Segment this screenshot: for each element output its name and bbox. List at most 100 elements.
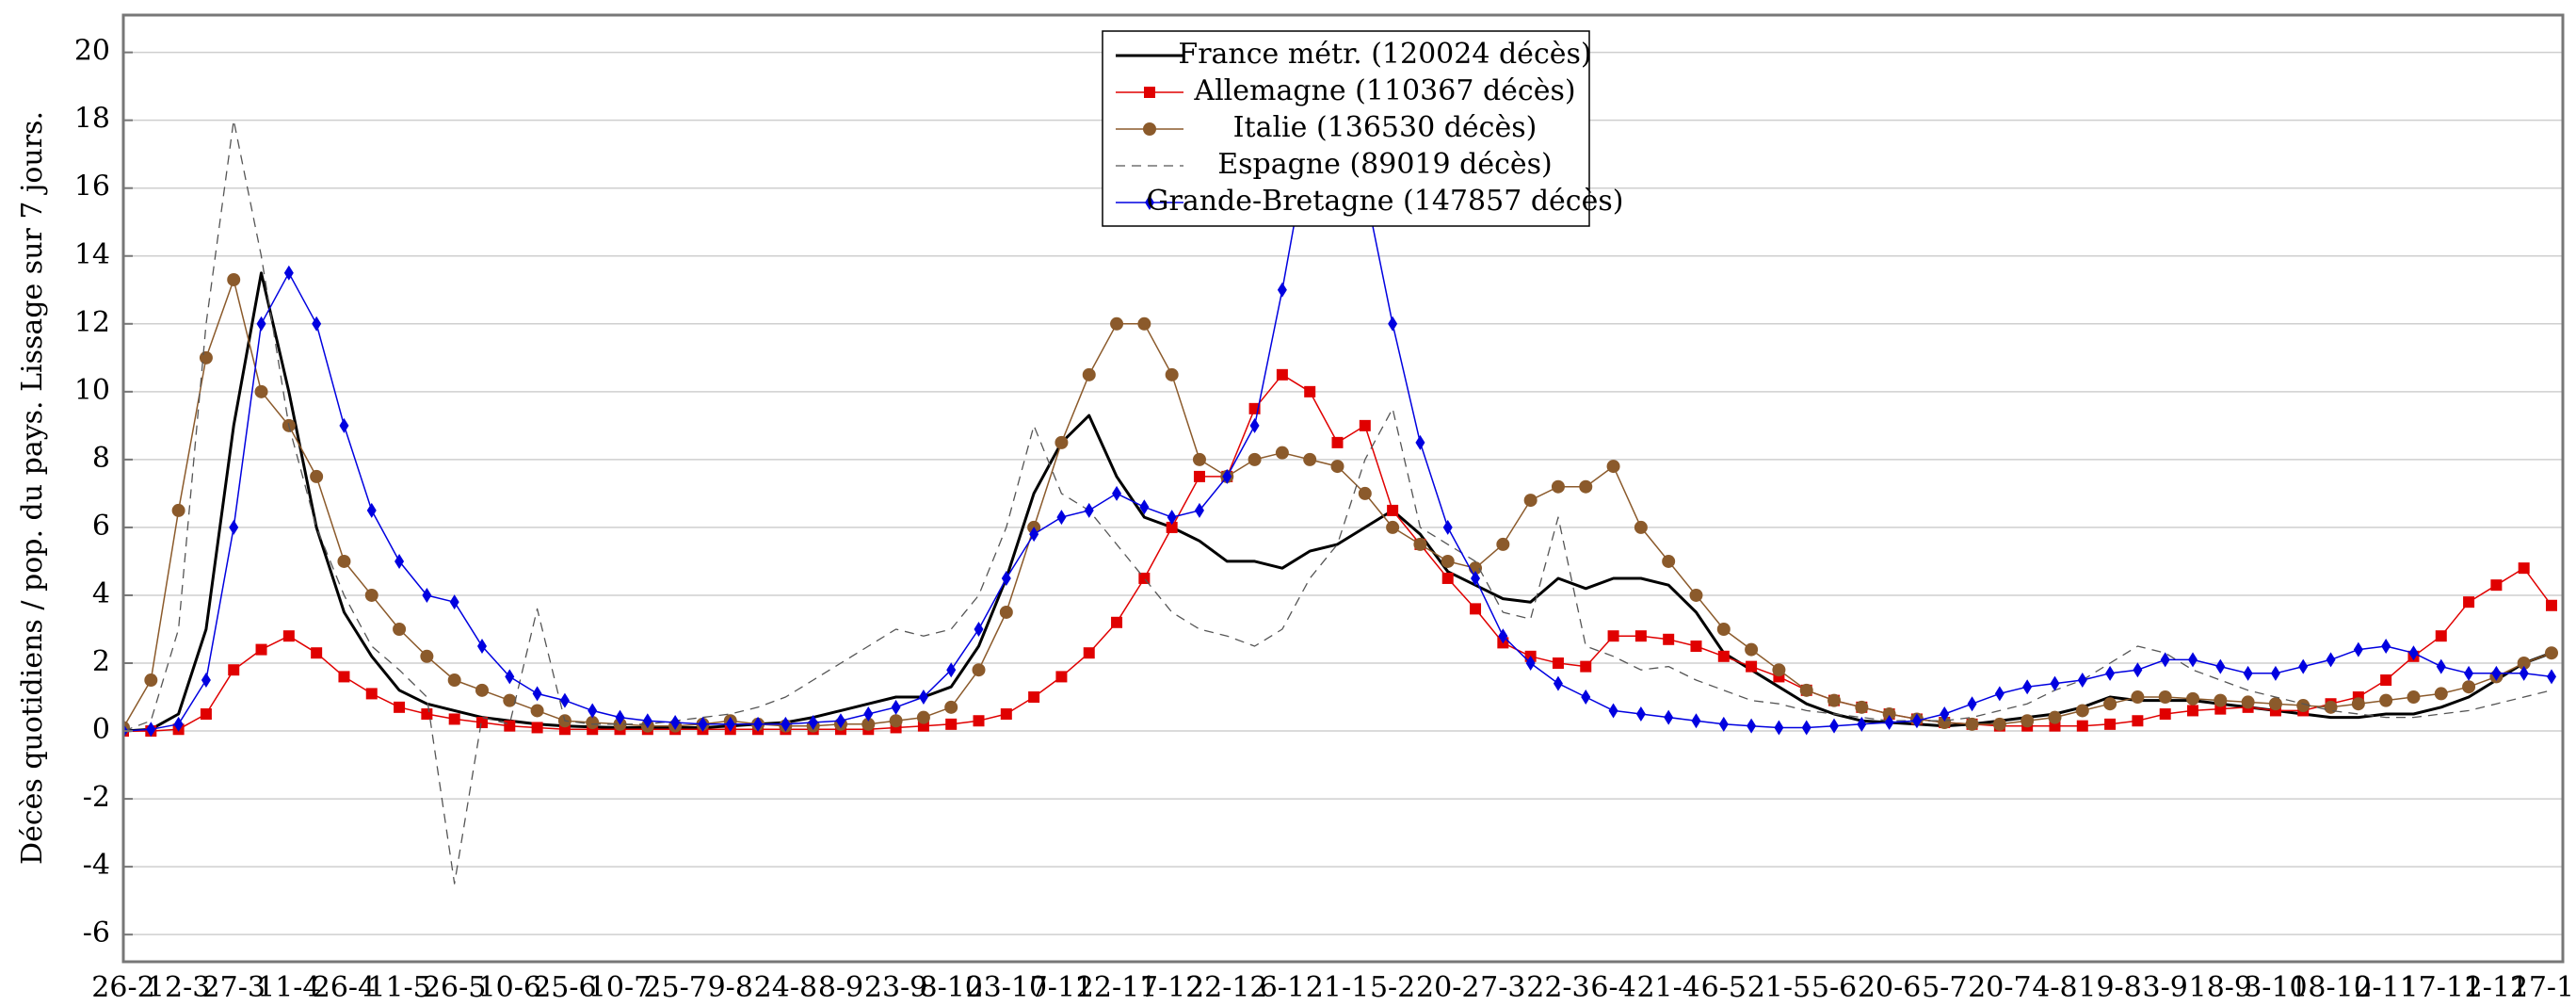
marker (753, 716, 764, 732)
marker (1498, 628, 1508, 644)
marker (1523, 494, 1538, 508)
marker (781, 716, 791, 732)
legend-label: Grande-Bretagne (147857 décès) (1147, 185, 1624, 218)
marker (532, 686, 542, 702)
marker (1664, 709, 1674, 725)
marker (2351, 697, 2365, 711)
marker (1029, 527, 1039, 543)
x-tick-label: 24-8 (754, 971, 817, 1002)
marker (945, 718, 958, 730)
marker (2519, 665, 2529, 681)
x-tick-label: 11-5 (367, 971, 430, 1002)
marker (1248, 452, 1262, 466)
marker (2298, 658, 2309, 674)
legend-label: Allemagne (110367 décès) (1193, 74, 1575, 107)
marker (2022, 679, 2033, 695)
marker (2407, 690, 2421, 705)
marker (586, 716, 600, 730)
marker (2243, 665, 2253, 681)
marker (144, 673, 158, 688)
marker (1055, 671, 1068, 683)
marker (1249, 417, 1260, 433)
marker (1799, 683, 1813, 697)
marker (1193, 470, 1205, 482)
marker (1112, 485, 1122, 501)
marker (1083, 647, 1095, 659)
marker (1441, 554, 1455, 568)
y-tick-label: 4 (92, 577, 110, 610)
marker (2491, 665, 2502, 681)
marker (1882, 707, 1896, 722)
marker (393, 622, 407, 636)
marker (530, 704, 544, 718)
marker (1111, 616, 1123, 628)
marker (1607, 630, 1619, 642)
marker (1525, 656, 1536, 672)
marker (1581, 690, 1591, 706)
x-tick-label: 4-8 (2032, 971, 2077, 1002)
x-tick-label: 22-3 (1526, 971, 1589, 1002)
marker (2434, 687, 2448, 701)
marker (1359, 419, 1371, 431)
marker (2077, 673, 2087, 689)
marker (1144, 87, 1155, 98)
marker (1579, 479, 1593, 494)
marker (1662, 554, 1676, 568)
x-tick-label: 26-5 (423, 971, 486, 1002)
y-axis-label: Décès quotidiens / pop. du pays. Lissage… (16, 111, 49, 865)
x-tick-label: 10-6 (478, 971, 541, 1002)
marker (1994, 686, 2004, 702)
x-tick-label: 7-12 (1140, 971, 1203, 1002)
marker (1716, 622, 1731, 636)
x-tick-label: 6-1 (1260, 971, 1305, 1002)
plot-frame (121, 13, 2565, 964)
marker (146, 722, 156, 738)
marker (1827, 693, 1842, 707)
marker (2186, 691, 2200, 706)
marker (2050, 675, 2060, 691)
marker (1055, 435, 1069, 449)
marker (338, 671, 350, 683)
marker (1635, 706, 1646, 722)
y-tick-label: 20 (74, 35, 110, 68)
marker (201, 673, 211, 689)
marker (698, 716, 708, 732)
marker (1772, 663, 1786, 677)
marker (1938, 716, 1952, 730)
marker (531, 722, 543, 734)
marker (1056, 510, 1067, 526)
marker (1580, 660, 1592, 673)
legend-box (1102, 30, 1590, 227)
y-tick-label: -2 (83, 781, 110, 814)
marker (835, 713, 845, 729)
marker (449, 594, 459, 610)
marker (171, 503, 185, 517)
series-line (123, 271, 2552, 733)
x-tick-label: 3-9 (2143, 971, 2188, 1002)
y-tick-label: 10 (74, 374, 110, 407)
x-tick-label: 21-4 (1636, 971, 1699, 1002)
x-tick-label: 2-11 (2354, 971, 2417, 1002)
marker (615, 709, 625, 725)
marker (1028, 691, 1040, 704)
marker (973, 715, 985, 727)
marker (2075, 704, 2089, 718)
marker (1717, 650, 1730, 662)
x-tick-label: 17-12 (2511, 971, 2576, 1002)
marker (1303, 452, 1317, 466)
marker (2463, 596, 2475, 608)
marker (999, 605, 1013, 619)
marker (365, 688, 378, 700)
y-tick-label: 14 (74, 238, 110, 271)
marker (891, 699, 901, 715)
marker (2048, 710, 2062, 724)
marker (2490, 579, 2503, 592)
marker (2518, 562, 2530, 575)
marker (918, 690, 928, 706)
x-tick-label: 17-11 (2401, 971, 2482, 1002)
marker (1992, 717, 2006, 731)
marker (254, 384, 268, 398)
x-tick-label: 9-8 (708, 971, 753, 1002)
x-tick-label: 3-10 (2244, 971, 2307, 1002)
marker (2159, 708, 2171, 721)
